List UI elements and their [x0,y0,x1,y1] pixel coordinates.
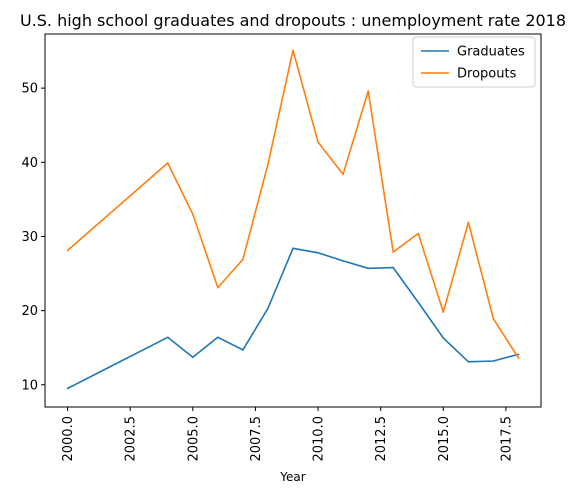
data-point-graduates [217,336,219,339]
x-tick-label: 2002.5 [124,416,139,462]
data-point-graduates [392,266,395,269]
data-point-dropouts [66,249,69,252]
data-point-graduates [417,301,420,304]
y-tick-label: 40 [21,156,38,171]
series-lines [66,49,520,390]
y-tick-label: 20 [21,304,38,319]
series-line-dropouts [66,49,520,359]
data-point-dropouts [217,286,219,289]
legend-label-graduates: Graduates [457,45,525,60]
x-tick-label: 2010.0 [312,416,327,462]
data-point-graduates [367,267,370,270]
x-tick-label: 2012.5 [374,416,389,462]
x-axis-label: Year [279,470,305,484]
x-tick-label: 2017.5 [499,416,514,462]
data-point-graduates [342,260,344,262]
legend-box [412,36,536,88]
y-tick-label: 10 [21,378,38,393]
data-point-graduates [442,337,445,339]
data-point-dropouts [292,49,294,52]
data-point-graduates [66,387,69,390]
x-tick-label: 2005.0 [186,416,201,462]
series-line-graduates [67,247,519,390]
data-point-dropouts [392,251,395,253]
data-point-dropouts [467,221,470,224]
x-axis: 2000.0 2002.5 2005.0 2007.5 2010.0 2012.5 2015… [61,407,514,462]
data-point-dropouts [417,232,420,235]
data-point-dropouts [317,141,319,144]
legend: Graduates Dropouts [412,36,536,88]
data-point-dropouts [517,357,520,359]
chart-title: U.S. high school graduates and dropouts … [20,11,566,30]
data-point-dropouts [442,311,445,313]
data-point-graduates [492,360,495,362]
data-point-dropouts [267,163,269,166]
data-point-graduates [317,252,319,254]
data-point-graduates [192,356,194,359]
data-point-dropouts [192,213,194,215]
y-axis: 10 20 30 40 50 [21,82,45,393]
data-point-dropouts [342,173,344,175]
x-tick-label: 2007.5 [249,416,264,462]
data-point-dropouts [166,162,169,164]
x-tick-label: 2015.0 [437,416,452,462]
data-point-graduates [267,307,269,310]
data-point-graduates [292,247,294,250]
data-point-graduates [467,361,470,363]
data-point-graduates [517,353,520,356]
data-point-graduates [242,349,244,351]
axes-frame [44,33,542,408]
data-point-graduates [166,336,169,339]
data-point-dropouts [367,90,370,92]
x-tick-label: 2000.0 [61,416,76,462]
y-tick-label: 50 [21,82,38,97]
y-tick-label: 30 [21,230,38,245]
data-point-dropouts [242,258,244,261]
legend-label-dropouts: Dropouts [457,67,517,82]
data-point-dropouts [492,318,495,320]
